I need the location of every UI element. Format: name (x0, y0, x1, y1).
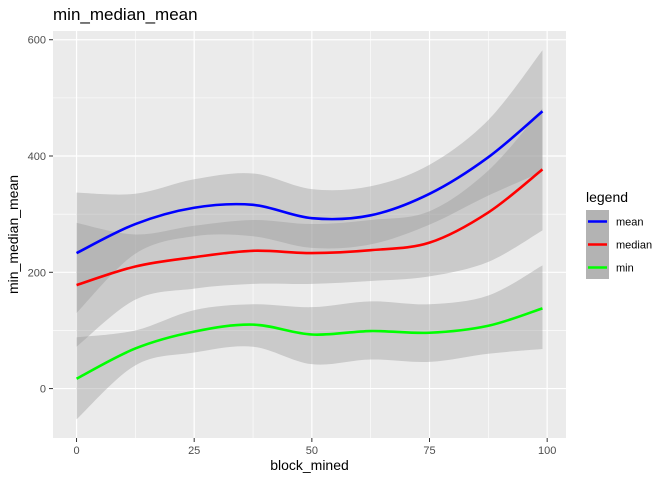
x-axis-title: block_mined (270, 457, 349, 473)
x-tick-label: 50 (306, 445, 318, 457)
series-line-median (76, 168, 544, 287)
y-tick-label: 200 (28, 267, 46, 279)
confidence-band-min (76, 265, 543, 420)
x-tick-label: 25 (188, 445, 200, 457)
legend-label: median (616, 240, 652, 252)
legend-item-min: min (586, 256, 634, 279)
chart-title: min_median_mean (53, 5, 198, 24)
series-line-mean (75, 110, 544, 255)
y-tick-label: 600 (28, 35, 46, 47)
x-tick-label: 100 (538, 445, 556, 457)
y-axis-title: min_median_mean (5, 175, 21, 294)
x-tick-label: 0 (73, 445, 79, 457)
grid-major (53, 31, 566, 438)
x-tick-labels: 0 25 50 75 100 (73, 445, 556, 457)
legend-items: mean median min (586, 210, 652, 279)
y-tick-labels: 0 200 400 600 (28, 35, 46, 396)
series-lines (75, 110, 544, 380)
axis-ticks (49, 39, 548, 442)
x-tick-label: 75 (423, 445, 435, 457)
grid-minor (53, 31, 566, 438)
confidence-band-median (76, 108, 543, 347)
legend-item-median: median (586, 233, 652, 256)
legend-title: legend (586, 189, 628, 205)
legend: legend mean median min (586, 189, 652, 279)
y-tick-label: 0 (40, 384, 46, 396)
series-line-min (75, 307, 543, 380)
plot-panel (53, 31, 566, 438)
legend-item-mean: mean (586, 210, 644, 233)
legend-label: mean (616, 217, 644, 229)
legend-label: min (616, 263, 634, 275)
y-tick-label: 400 (28, 151, 46, 163)
